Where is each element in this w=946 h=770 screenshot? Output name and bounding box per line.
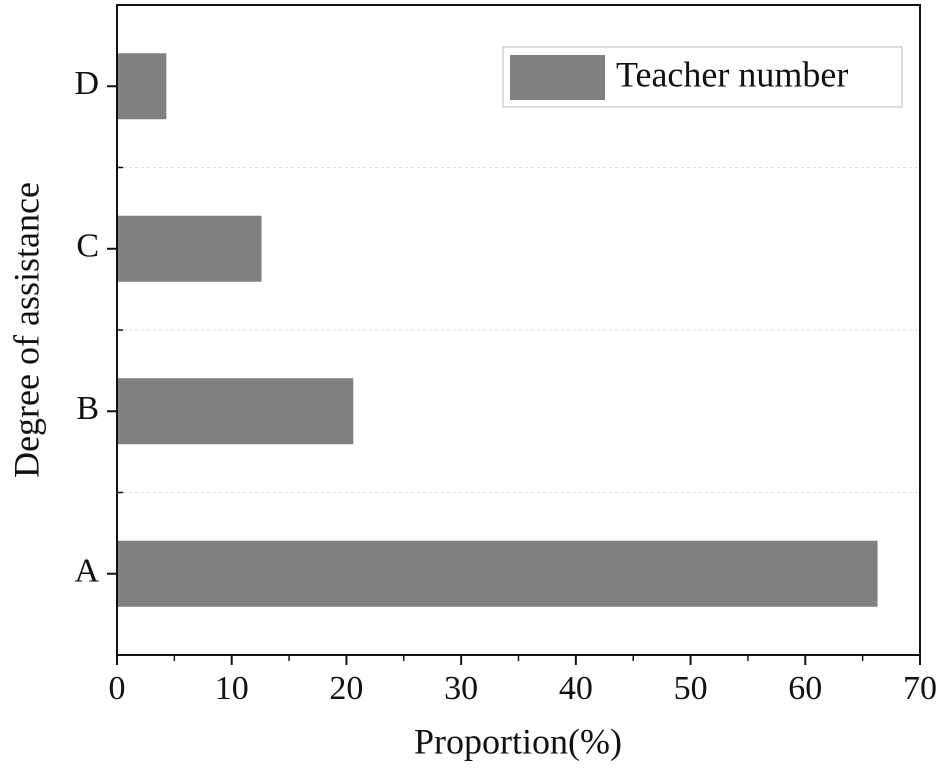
bar <box>117 540 878 607</box>
bar <box>117 215 262 282</box>
legend-swatch <box>510 55 605 100</box>
x-tick-label: 50 <box>674 670 708 707</box>
x-axis-title: Proportion(%) <box>414 721 622 761</box>
y-tick-label: A <box>74 553 99 590</box>
x-tick-label: 0 <box>109 670 126 707</box>
y-tick-label: D <box>74 65 99 102</box>
bar <box>117 53 167 120</box>
y-axis-title: Degree of assistance <box>6 182 46 478</box>
x-tick-label: 60 <box>788 670 822 707</box>
x-tick-label: 20 <box>329 670 363 707</box>
x-tick-label: 30 <box>444 670 478 707</box>
bar <box>117 378 354 445</box>
y-tick-label: B <box>76 390 99 427</box>
y-tick-label: C <box>76 228 99 265</box>
x-tick-label: 40 <box>559 670 593 707</box>
x-tick-label: 10 <box>215 670 249 707</box>
plot-frame <box>116 4 921 656</box>
x-tick-label: 70 <box>903 670 937 707</box>
legend-label: Teacher number <box>616 54 848 94</box>
